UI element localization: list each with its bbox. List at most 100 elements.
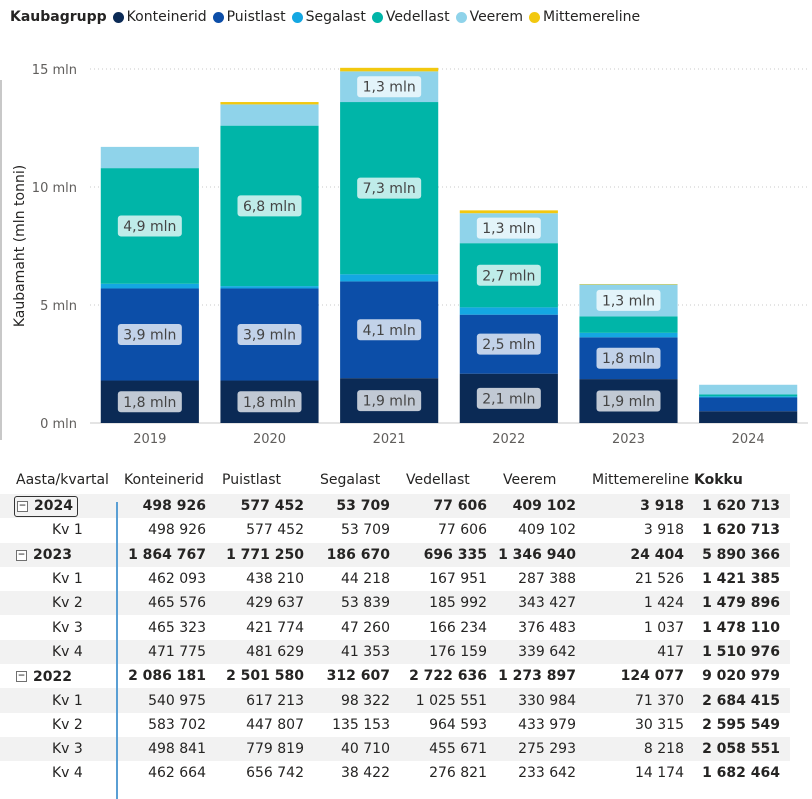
legend-item[interactable]: Veerem — [455, 9, 523, 25]
bar-segment[interactable] — [340, 67, 439, 72]
row-label: Kv 2 — [52, 594, 83, 613]
bar-segment[interactable] — [220, 104, 319, 126]
value-cell: 1 864 767 — [118, 542, 216, 567]
bar-segment[interactable] — [579, 316, 678, 333]
value-cell: 455 671 — [400, 736, 497, 762]
total-cell: 2 595 549 — [702, 716, 780, 733]
row-label: Kv 4 — [52, 642, 83, 661]
bar-segment[interactable] — [699, 397, 798, 412]
legend-label: Segalast — [305, 9, 366, 25]
quarter-row[interactable]: Kv 1 540 975 617 213 98 322 1 025 551 330 984… — [0, 688, 790, 713]
column-header[interactable]: Vedellast — [406, 472, 470, 488]
value-cell: 1 346 940 — [497, 542, 586, 567]
collapse-icon[interactable]: − — [16, 671, 27, 683]
column-header[interactable]: Aasta/kvartal — [16, 472, 109, 488]
value-cell: 498 926 — [148, 522, 206, 539]
value-cell: 312 607 — [326, 668, 390, 685]
bar-segment[interactable] — [699, 396, 798, 398]
data-label-background — [117, 391, 182, 413]
row-label: −2023 — [14, 546, 72, 565]
bar-segment[interactable] — [220, 286, 319, 289]
row-label-cell: Kv 4 — [0, 761, 118, 785]
row-label: Kv 1 — [52, 691, 83, 710]
quarter-row[interactable]: Kv 4 471 775 481 629 41 353 176 159 339 642 41… — [0, 639, 790, 665]
data-label: 2,1 mln — [482, 391, 535, 407]
quarter-row[interactable]: Kv 1 498 926 577 452 53 709 77 606 409 102 3 9… — [0, 518, 790, 542]
row-label-cell: Kv 4 — [0, 639, 118, 665]
year-row[interactable]: −2024 498 926 577 452 53 709 77 606 409 102 3 … — [0, 494, 790, 519]
legend-item[interactable]: Puistlast — [212, 9, 286, 25]
y-tick-label: 5 mln — [40, 299, 77, 314]
value-cell: 2 501 580 — [226, 668, 304, 685]
row-label-text: Kv 1 — [52, 522, 83, 539]
value-cell: 77 606 — [438, 522, 487, 539]
column-header[interactable]: Veerem — [503, 472, 557, 488]
column-header[interactable]: Puistlast — [222, 472, 281, 488]
bar-segment[interactable] — [579, 332, 678, 338]
row-label-cell: Kv 1 — [0, 567, 118, 591]
value-cell: 465 576 — [118, 591, 216, 616]
data-label: 6,8 mln — [243, 199, 296, 215]
value-cell: 24 404 — [586, 542, 694, 567]
data-label-background — [357, 76, 422, 98]
value-cell: 779 819 — [216, 736, 314, 762]
row-header-divider — [116, 502, 118, 799]
collapse-icon[interactable]: − — [17, 500, 28, 512]
value-cell: 964 593 — [429, 716, 487, 733]
bar-segment[interactable] — [459, 307, 558, 315]
column-header[interactable]: Segalast — [320, 472, 381, 488]
value-cell: 433 979 — [518, 716, 576, 733]
data-label-background — [596, 347, 661, 369]
bar-segment[interactable] — [699, 394, 798, 397]
value-cell: 1 273 897 — [498, 668, 576, 685]
quarter-row[interactable]: Kv 2 465 576 429 637 53 839 185 992 343 427 1 … — [0, 591, 790, 616]
data-label-background — [476, 333, 541, 355]
value-cell: 3 918 — [643, 522, 684, 539]
year-row[interactable]: −2023 1 864 767 1 771 250 186 670 696 335 1 3… — [0, 542, 790, 567]
data-label: 1,9 mln — [363, 394, 416, 410]
bar-segment[interactable] — [699, 384, 798, 395]
legend-items: Konteinerid Puistlast Segalast Vedellast Vee… — [112, 9, 646, 25]
legend-item[interactable]: Segalast — [291, 9, 366, 25]
column-header[interactable]: Kokku — [694, 472, 743, 488]
bar-segment[interactable] — [100, 146, 199, 169]
bar-segment[interactable] — [100, 283, 199, 289]
bar-segment[interactable] — [699, 411, 798, 423]
collapse-icon[interactable]: − — [16, 549, 27, 561]
value-cell: 41 353 — [314, 639, 400, 665]
quarter-row[interactable]: Kv 4 462 664 656 742 38 422 276 821 233 642 14… — [0, 761, 790, 785]
value-cell: 376 483 — [518, 619, 576, 636]
y-tick-label: 15 mln — [32, 63, 77, 78]
row-label-text: Kv 3 — [52, 741, 83, 758]
row-label-text: Kv 2 — [52, 595, 83, 612]
quarter-row[interactable]: Kv 3 465 323 421 774 47 260 166 234 376 483 1 … — [0, 615, 790, 639]
value-cell: 30 315 — [635, 716, 684, 733]
bar-segment[interactable] — [459, 210, 558, 214]
quarter-row[interactable]: Kv 3 498 841 779 819 40 710 455 671 275 293 8 … — [0, 736, 790, 762]
quarter-row[interactable]: Kv 1 462 093 438 210 44 218 167 951 287 388 21… — [0, 567, 790, 591]
legend-item[interactable]: Konteinerid — [112, 9, 207, 25]
value-cell: 1 025 551 — [400, 688, 497, 713]
value-cell: 135 153 — [332, 716, 390, 733]
legend-dot-icon — [112, 11, 124, 23]
row-label-cell: −2024 — [0, 494, 118, 519]
bar-segment[interactable] — [340, 274, 439, 282]
column-header[interactable]: Mittemereline — [592, 472, 690, 488]
data-label-background — [476, 387, 541, 409]
column-header[interactable]: Konteinerid — [124, 472, 204, 488]
data-label: 4,9 mln — [123, 219, 176, 235]
value-cell: 38 422 — [341, 765, 390, 782]
x-tick-label: 2021 — [373, 432, 406, 447]
legend-item[interactable]: Vedellast — [371, 9, 450, 25]
year-row[interactable]: −2022 2 086 181 2 501 580 312 607 2 722 636 1… — [0, 664, 790, 688]
value-cell: 21 526 — [635, 571, 684, 588]
legend-label: Puistlast — [226, 9, 286, 25]
quarter-row[interactable]: Kv 2 583 702 447 807 135 153 964 593 433 979 3… — [0, 713, 790, 737]
value-cell: 656 742 — [246, 765, 304, 782]
value-cell: 421 774 — [246, 619, 304, 636]
total-cell: 1 620 713 — [702, 522, 780, 539]
bar-segment[interactable] — [220, 102, 319, 105]
value-cell: 409 102 — [518, 522, 576, 539]
data-label: 1,8 mln — [602, 351, 655, 367]
legend-item[interactable]: Mittemereline — [529, 9, 640, 25]
